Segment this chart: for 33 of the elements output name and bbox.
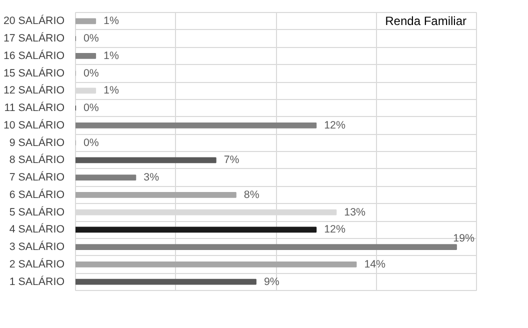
data-label: 1% bbox=[104, 84, 120, 97]
data-label: 1% bbox=[104, 15, 120, 28]
y-tick-label: 5 SALÁRIO bbox=[9, 205, 65, 218]
y-tick-label: 17 SALÁRIO bbox=[3, 32, 65, 45]
y-tick-label: 16 SALÁRIO bbox=[3, 48, 65, 62]
y-tick-label: 12 SALÁRIO bbox=[3, 84, 65, 97]
data-label: 0% bbox=[84, 136, 100, 149]
data-label: 14% bbox=[364, 258, 386, 270]
y-tick-label: 15 SALÁRIO bbox=[3, 66, 65, 80]
y-tick-label: 6 SALÁRIO bbox=[9, 188, 65, 201]
data-label: 8% bbox=[244, 188, 260, 201]
data-label: 13% bbox=[344, 206, 366, 218]
y-tick-label: 3 SALÁRIO bbox=[9, 240, 65, 254]
data-label: 0% bbox=[84, 67, 100, 80]
data-label: 9% bbox=[264, 276, 280, 288]
y-tick-label: 11 SALÁRIO bbox=[4, 101, 64, 114]
data-label: 0% bbox=[84, 102, 100, 114]
y-tick-label: 1 SALÁRIO bbox=[9, 274, 65, 288]
y-tick-label: 7 SALÁRIO bbox=[9, 170, 65, 184]
y-tick-label: 4 SALÁRIO bbox=[9, 222, 65, 236]
y-tick-label: 2 SALÁRIO bbox=[9, 257, 65, 270]
y-tick-label: 8 SALÁRIO bbox=[9, 153, 65, 166]
data-label: 3% bbox=[144, 172, 160, 184]
chart-title: Renda Familiar bbox=[385, 14, 467, 28]
data-label: 19% bbox=[453, 232, 476, 244]
data-label: 0% bbox=[84, 32, 100, 45]
y-tick-label: 20 SALÁRIO bbox=[3, 14, 65, 28]
data-label: 1% bbox=[104, 50, 120, 62]
data-label: 12% bbox=[324, 224, 346, 236]
y-tick-label: 10 SALÁRIO bbox=[3, 118, 65, 132]
y-tick-label: 9 SALÁRIO bbox=[9, 136, 65, 149]
data-label: 12% bbox=[324, 119, 346, 132]
data-label: 7% bbox=[224, 154, 240, 166]
